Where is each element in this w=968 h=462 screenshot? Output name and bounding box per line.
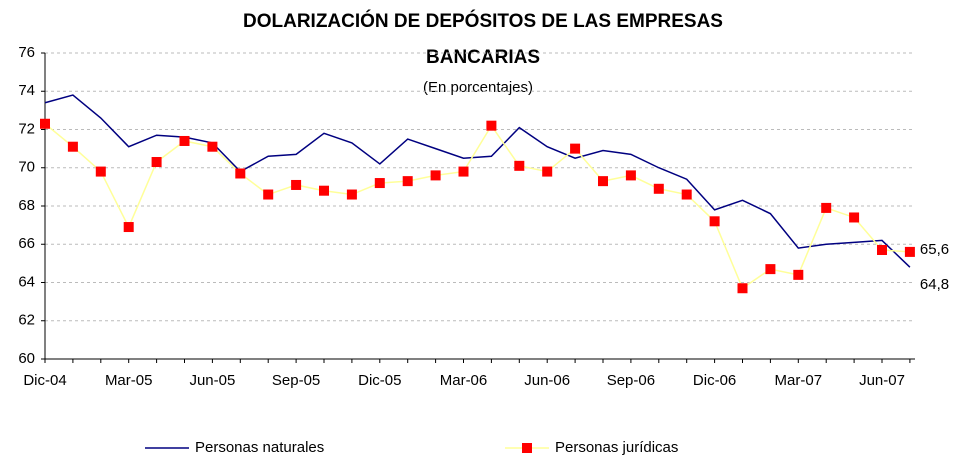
- x-tick-label: Mar-07: [775, 372, 823, 389]
- y-tick-label: 60: [18, 350, 35, 367]
- point-marker: [849, 212, 860, 223]
- legend-label: Personas jurídicas: [555, 439, 678, 456]
- point-marker: [291, 179, 302, 190]
- point-marker: [570, 143, 581, 154]
- point-marker: [625, 170, 636, 181]
- y-tick-label: 64: [18, 273, 35, 290]
- point-marker: [821, 202, 832, 213]
- point-marker: [514, 160, 525, 171]
- point-marker: [709, 216, 720, 227]
- point-marker: [486, 120, 497, 131]
- point-marker: [40, 118, 50, 129]
- value-label: 64,8: [920, 276, 949, 293]
- point-marker: [179, 135, 190, 146]
- point-marker: [374, 178, 385, 189]
- point-marker: [458, 166, 469, 177]
- x-tick-label: Jun-06: [524, 372, 570, 389]
- point-marker: [765, 264, 776, 275]
- x-tick-label: Mar-05: [105, 372, 153, 389]
- x-tick-label: Jun-07: [859, 372, 905, 389]
- point-marker: [67, 141, 78, 152]
- chart-title: DOLARIZACIÓN DE DEPÓSITOS DE LAS EMPRESA…: [243, 10, 723, 32]
- x-tick-label: Dic-05: [358, 372, 401, 389]
- point-marker: [430, 170, 441, 181]
- point-marker: [653, 183, 664, 194]
- value-label: 65,6: [920, 241, 949, 258]
- legend-marker: [522, 443, 532, 453]
- chart-subtitle: (En porcentajes): [423, 79, 533, 96]
- point-marker: [235, 168, 246, 179]
- chart-title: BANCARIAS: [426, 47, 540, 68]
- y-tick-label: 66: [18, 235, 35, 252]
- point-marker: [207, 141, 218, 152]
- point-marker: [904, 246, 915, 257]
- point-marker: [681, 189, 692, 200]
- series-line: [44, 94, 911, 268]
- point-marker: [123, 222, 134, 233]
- legend-label: Personas naturales: [195, 439, 324, 456]
- x-tick-label: Sep-06: [607, 372, 655, 389]
- y-tick-label: 68: [18, 197, 35, 214]
- y-tick-label: 76: [18, 44, 35, 61]
- point-marker: [95, 166, 106, 177]
- point-marker: [542, 166, 553, 177]
- point-marker: [598, 176, 608, 187]
- point-marker: [402, 176, 413, 187]
- y-tick-label: 72: [18, 120, 35, 137]
- point-marker: [793, 269, 804, 280]
- point-marker: [263, 189, 274, 200]
- y-tick-label: 70: [18, 159, 35, 176]
- point-marker: [151, 157, 162, 168]
- x-tick-label: Dic-06: [693, 372, 736, 389]
- point-marker: [319, 185, 329, 196]
- point-marker: [346, 189, 357, 200]
- y-tick-label: 74: [18, 82, 35, 99]
- point-marker: [737, 283, 748, 294]
- x-tick-label: Jun-05: [189, 372, 235, 389]
- x-tick-label: Sep-05: [272, 372, 320, 389]
- y-tick-label: 62: [18, 312, 35, 329]
- x-tick-label: Dic-04: [23, 372, 66, 389]
- point-marker: [877, 244, 887, 255]
- x-tick-label: Mar-06: [440, 372, 488, 389]
